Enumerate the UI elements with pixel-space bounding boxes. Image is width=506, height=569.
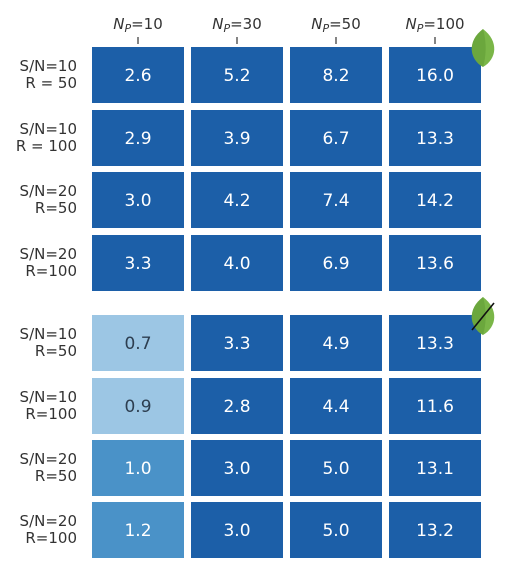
heatmap-cell [92,502,184,558]
cell-value: 2.9 [124,129,151,149]
heatmap-cell [92,378,184,434]
heatmap-cell [191,502,283,558]
heatmap-cell [389,315,481,371]
row-label: S/N=10 R = 50 [20,57,77,92]
cell-value: 3.0 [223,459,250,479]
heatmap-cell [290,315,382,371]
heatmap-cell [290,172,382,228]
crossed-leaf-icon [471,297,495,335]
column-header: NP=50 [311,15,361,35]
cell-value: 8.2 [322,66,349,86]
cell-value: 3.3 [223,334,250,354]
cell-value: 5.0 [322,459,349,479]
cell-value: 13.3 [416,334,454,354]
heatmap-cell [92,315,184,371]
cell-value: 3.0 [124,191,151,211]
column-header: NP=30 [212,15,262,35]
heatmap-cell [290,47,382,103]
cell-value: 6.9 [322,254,349,274]
heatmap-cell [191,110,283,166]
heatmap-cell [191,47,283,103]
cell-value: 3.3 [124,254,151,274]
cell-value: 13.3 [416,129,454,149]
cell-value: 4.9 [322,334,349,354]
heatmap-cell [290,440,382,496]
heatmap-cell [92,110,184,166]
cell-value: 4.4 [322,397,349,417]
heatmap-cell [290,378,382,434]
heatmap-cell [389,47,481,103]
cell-value: 16.0 [416,66,454,86]
cell-value: 4.0 [223,254,250,274]
heatmap-cell [290,235,382,291]
row-label: S/N=20 R=50 [20,182,77,217]
column-header: NP=10 [113,15,163,35]
cell-value: 13.1 [416,459,454,479]
heatmap-cell [389,502,481,558]
heatmap-cell [290,110,382,166]
cell-value: 6.7 [322,129,349,149]
row-label: S/N=10 R=50 [20,325,77,360]
cell-value: 13.2 [416,521,454,541]
cell-value: 11.6 [416,397,454,417]
heatmap-cell [389,378,481,434]
cell-value: 3.9 [223,129,250,149]
cell-value: 1.2 [124,521,151,541]
column-header: NP=100 [405,15,464,35]
heatmap-cell [389,172,481,228]
heatmap-cell [389,440,481,496]
heatmap-cell [92,235,184,291]
heatmap-cell [191,172,283,228]
heatmap-cell [92,172,184,228]
cell-value: 0.9 [124,397,151,417]
row-label: S/N=10 R = 100 [16,120,77,155]
heatmap-cell [92,47,184,103]
heatmap-cell [290,502,382,558]
cell-value: 14.2 [416,191,454,211]
heatmap-cell [92,440,184,496]
row-label: S/N=20 R=50 [20,450,77,485]
heatmap-cell [389,235,481,291]
row-label: S/N=20 R=100 [20,512,77,547]
row-label: S/N=10 R=100 [20,388,77,423]
cell-value: 4.2 [223,191,250,211]
heatmap-cell [191,315,283,371]
heatmap-cell [191,440,283,496]
heatmap-cell [389,110,481,166]
cell-value: 3.0 [223,521,250,541]
heatmap-cell [191,378,283,434]
heatmap-cell [191,235,283,291]
cell-value: 1.0 [124,459,151,479]
cell-value: 5.2 [223,66,250,86]
cell-value: 13.6 [416,254,454,274]
leaf-icon [471,29,495,67]
cell-value: 2.8 [223,397,250,417]
row-label: S/N=20 R=100 [20,245,77,280]
cell-value: 2.6 [124,66,151,86]
cell-value: 5.0 [322,521,349,541]
cell-value: 0.7 [124,334,151,354]
cell-value: 7.4 [322,191,349,211]
